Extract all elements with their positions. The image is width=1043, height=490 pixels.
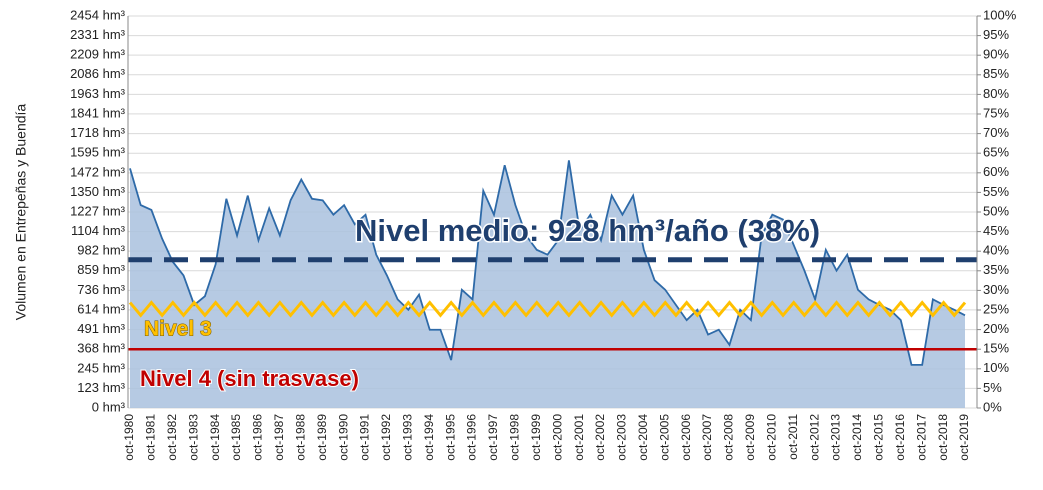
area (130, 160, 965, 408)
y2-tick-label: 10% (983, 360, 1009, 375)
y2-tick-label: 90% (983, 47, 1009, 62)
x-tick-label: oct-1995 (443, 414, 457, 461)
x-tick-label: oct-2011 (786, 414, 800, 460)
y-tick-label: 1350 hm³ (70, 184, 126, 199)
y-tick-label: 614 hm³ (77, 301, 125, 316)
y-tick-label: 0 hm³ (92, 399, 126, 414)
y2-tick-label: 25% (983, 301, 1009, 316)
x-tick-label: oct-1989 (315, 414, 329, 461)
x-tick-label: oct-2001 (572, 414, 586, 461)
y2-tick-label: 30% (983, 282, 1009, 297)
y2-tick-label: 15% (983, 341, 1009, 356)
x-tick-label: oct-2012 (807, 414, 821, 461)
x-tick-label: oct-1981 (144, 414, 158, 461)
y2-tick-label: 0% (983, 399, 1002, 414)
x-tick-label: oct-1980 (122, 414, 136, 461)
y-tick-label: 2331 hm³ (70, 27, 126, 42)
y-tick-label: 1595 hm³ (70, 145, 126, 160)
x-tick-label: oct-2016 (893, 414, 907, 461)
y2-tick-label: 40% (983, 243, 1009, 258)
x-tick-label: oct-2013 (829, 414, 843, 461)
y-tick-label: 736 hm³ (77, 282, 125, 297)
y-axis-title: Volumen en Entrepeñas y Buendía (13, 104, 29, 321)
x-tick-label: oct-2008 (722, 414, 736, 461)
y2-tick-label: 95% (983, 27, 1009, 42)
x-tick-label: oct-2003 (615, 414, 629, 461)
y2-tick-label: 50% (983, 203, 1009, 218)
x-tick-label: oct-2007 (700, 414, 714, 461)
y2-tick-label: 20% (983, 321, 1009, 336)
x-tick-label: oct-1985 (229, 414, 243, 461)
y-tick-label: 1472 hm³ (70, 164, 126, 179)
x-tick-label: oct-1986 (251, 414, 265, 461)
reference-label: Nivel 4 (sin trasvase) (140, 366, 359, 391)
x-tick-label: oct-1993 (401, 414, 415, 461)
x-tick-label: oct-1996 (465, 414, 479, 461)
x-tick-label: oct-1988 (293, 414, 307, 461)
y2-tick-label: 100% (983, 7, 1017, 22)
line (128, 300, 967, 318)
y-tick-label: 2454 hm³ (70, 7, 126, 22)
y2-tick-label: 65% (983, 145, 1009, 160)
reference-label: Nivel medio: 928 hm³/año (38%) (355, 213, 820, 248)
x-tick-label: oct-2010 (764, 414, 778, 461)
y-tick-label: 245 hm³ (77, 360, 125, 375)
y-tick-label: 1104 hm³ (71, 223, 126, 238)
x-tick-label: oct-1992 (379, 414, 393, 461)
y2-tick-label: 80% (983, 86, 1009, 101)
x-tick-label: oct-1999 (529, 414, 543, 461)
x-tick-label: oct-2015 (872, 414, 886, 461)
x-tick-label: oct-2006 (679, 414, 693, 461)
y2-tick-label: 45% (983, 223, 1009, 238)
y-tick-label: 1841 hm³ (70, 105, 126, 120)
x-tick-label: oct-1994 (422, 414, 436, 461)
y2-tick-label: 35% (983, 262, 1009, 277)
x-tick-label: oct-2000 (550, 414, 564, 461)
y-tick-label: 982 hm³ (77, 243, 125, 258)
y2-tick-label: 85% (983, 66, 1009, 81)
x-tick-label: oct-1997 (486, 414, 500, 461)
x-tick-label: oct-2004 (636, 414, 650, 461)
y2-tick-label: 70% (983, 125, 1009, 140)
y-tick-label: 2086 hm³ (70, 66, 126, 81)
x-tick-label: oct-1991 (358, 414, 372, 461)
x-tick-label: oct-1987 (272, 414, 286, 461)
y2-tick-label: 55% (983, 184, 1009, 199)
x-tick-label: oct-1982 (165, 414, 179, 461)
y-tick-label: 368 hm³ (77, 341, 125, 356)
y2-tick-label: 75% (983, 105, 1009, 120)
series-label: Nivel 3 (144, 318, 212, 341)
line (129, 160, 966, 366)
x-tick-label: oct-2005 (657, 414, 671, 461)
y-tick-label: 123 hm³ (77, 380, 125, 395)
y-tick-label: 859 hm³ (77, 262, 125, 277)
x-tick-label: oct-1984 (208, 414, 222, 461)
y-tick-label: 1227 hm³ (70, 203, 126, 218)
y-tick-label: 491 hm³ (77, 321, 125, 336)
y-tick-label: 1718 hm³ (70, 125, 126, 140)
x-tick-label: oct-1983 (186, 414, 200, 461)
x-tick-label: oct-2014 (850, 414, 864, 461)
x-tick-label: oct-2017 (914, 414, 928, 461)
x-tick-label: oct-2002 (593, 414, 607, 461)
x-tick-label: oct-2019 (957, 414, 971, 461)
x-tick-label: oct-1998 (508, 414, 522, 461)
y2-tick-label: 5% (983, 380, 1002, 395)
y-tick-label: 1963 hm³ (70, 86, 126, 101)
x-tick-label: oct-2018 (936, 414, 950, 461)
x-tick-label: oct-1990 (336, 414, 350, 461)
x-tick-label: oct-2009 (743, 414, 757, 461)
y2-tick-label: 60% (983, 164, 1009, 179)
y-tick-label: 2209 hm³ (70, 47, 126, 62)
